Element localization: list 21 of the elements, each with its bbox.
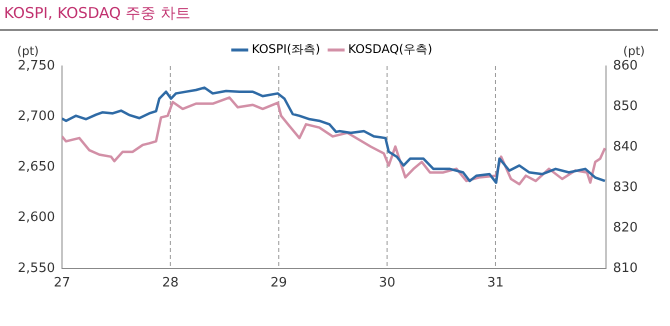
legend-label: KOSPI(좌측)	[252, 42, 320, 56]
y2-tick-label: 830	[613, 180, 638, 195]
y2-tick-label: 860	[613, 58, 638, 74]
y2-tick-label: 820	[613, 220, 638, 236]
y-tick-label: 2,550	[18, 260, 55, 276]
x-tick-label: 31	[487, 276, 504, 291]
y-tick-label: 2,650	[18, 160, 55, 175]
y2-axis-title: (pt)	[623, 44, 645, 58]
y2-tick-label: 840	[613, 139, 638, 154]
x-tick-label: 27	[54, 276, 70, 291]
legend-label: KOSDAQ(우측)	[348, 42, 432, 56]
y-tick-label: 2,700	[18, 108, 55, 124]
x-tick-label: 29	[270, 276, 288, 291]
y2-tick-label: 850	[613, 98, 638, 114]
y2-tick-label: 810	[613, 260, 638, 276]
y-axis-title: (pt)	[17, 44, 39, 58]
chart-title: KOSPI, KOSDAQ 주중 차트	[4, 4, 190, 23]
y-tick-label: 2,600	[18, 210, 55, 226]
y-tick-label: 2,750	[18, 58, 55, 74]
x-tick-label: 30	[378, 276, 396, 291]
x-tick-label: 28	[162, 276, 179, 291]
